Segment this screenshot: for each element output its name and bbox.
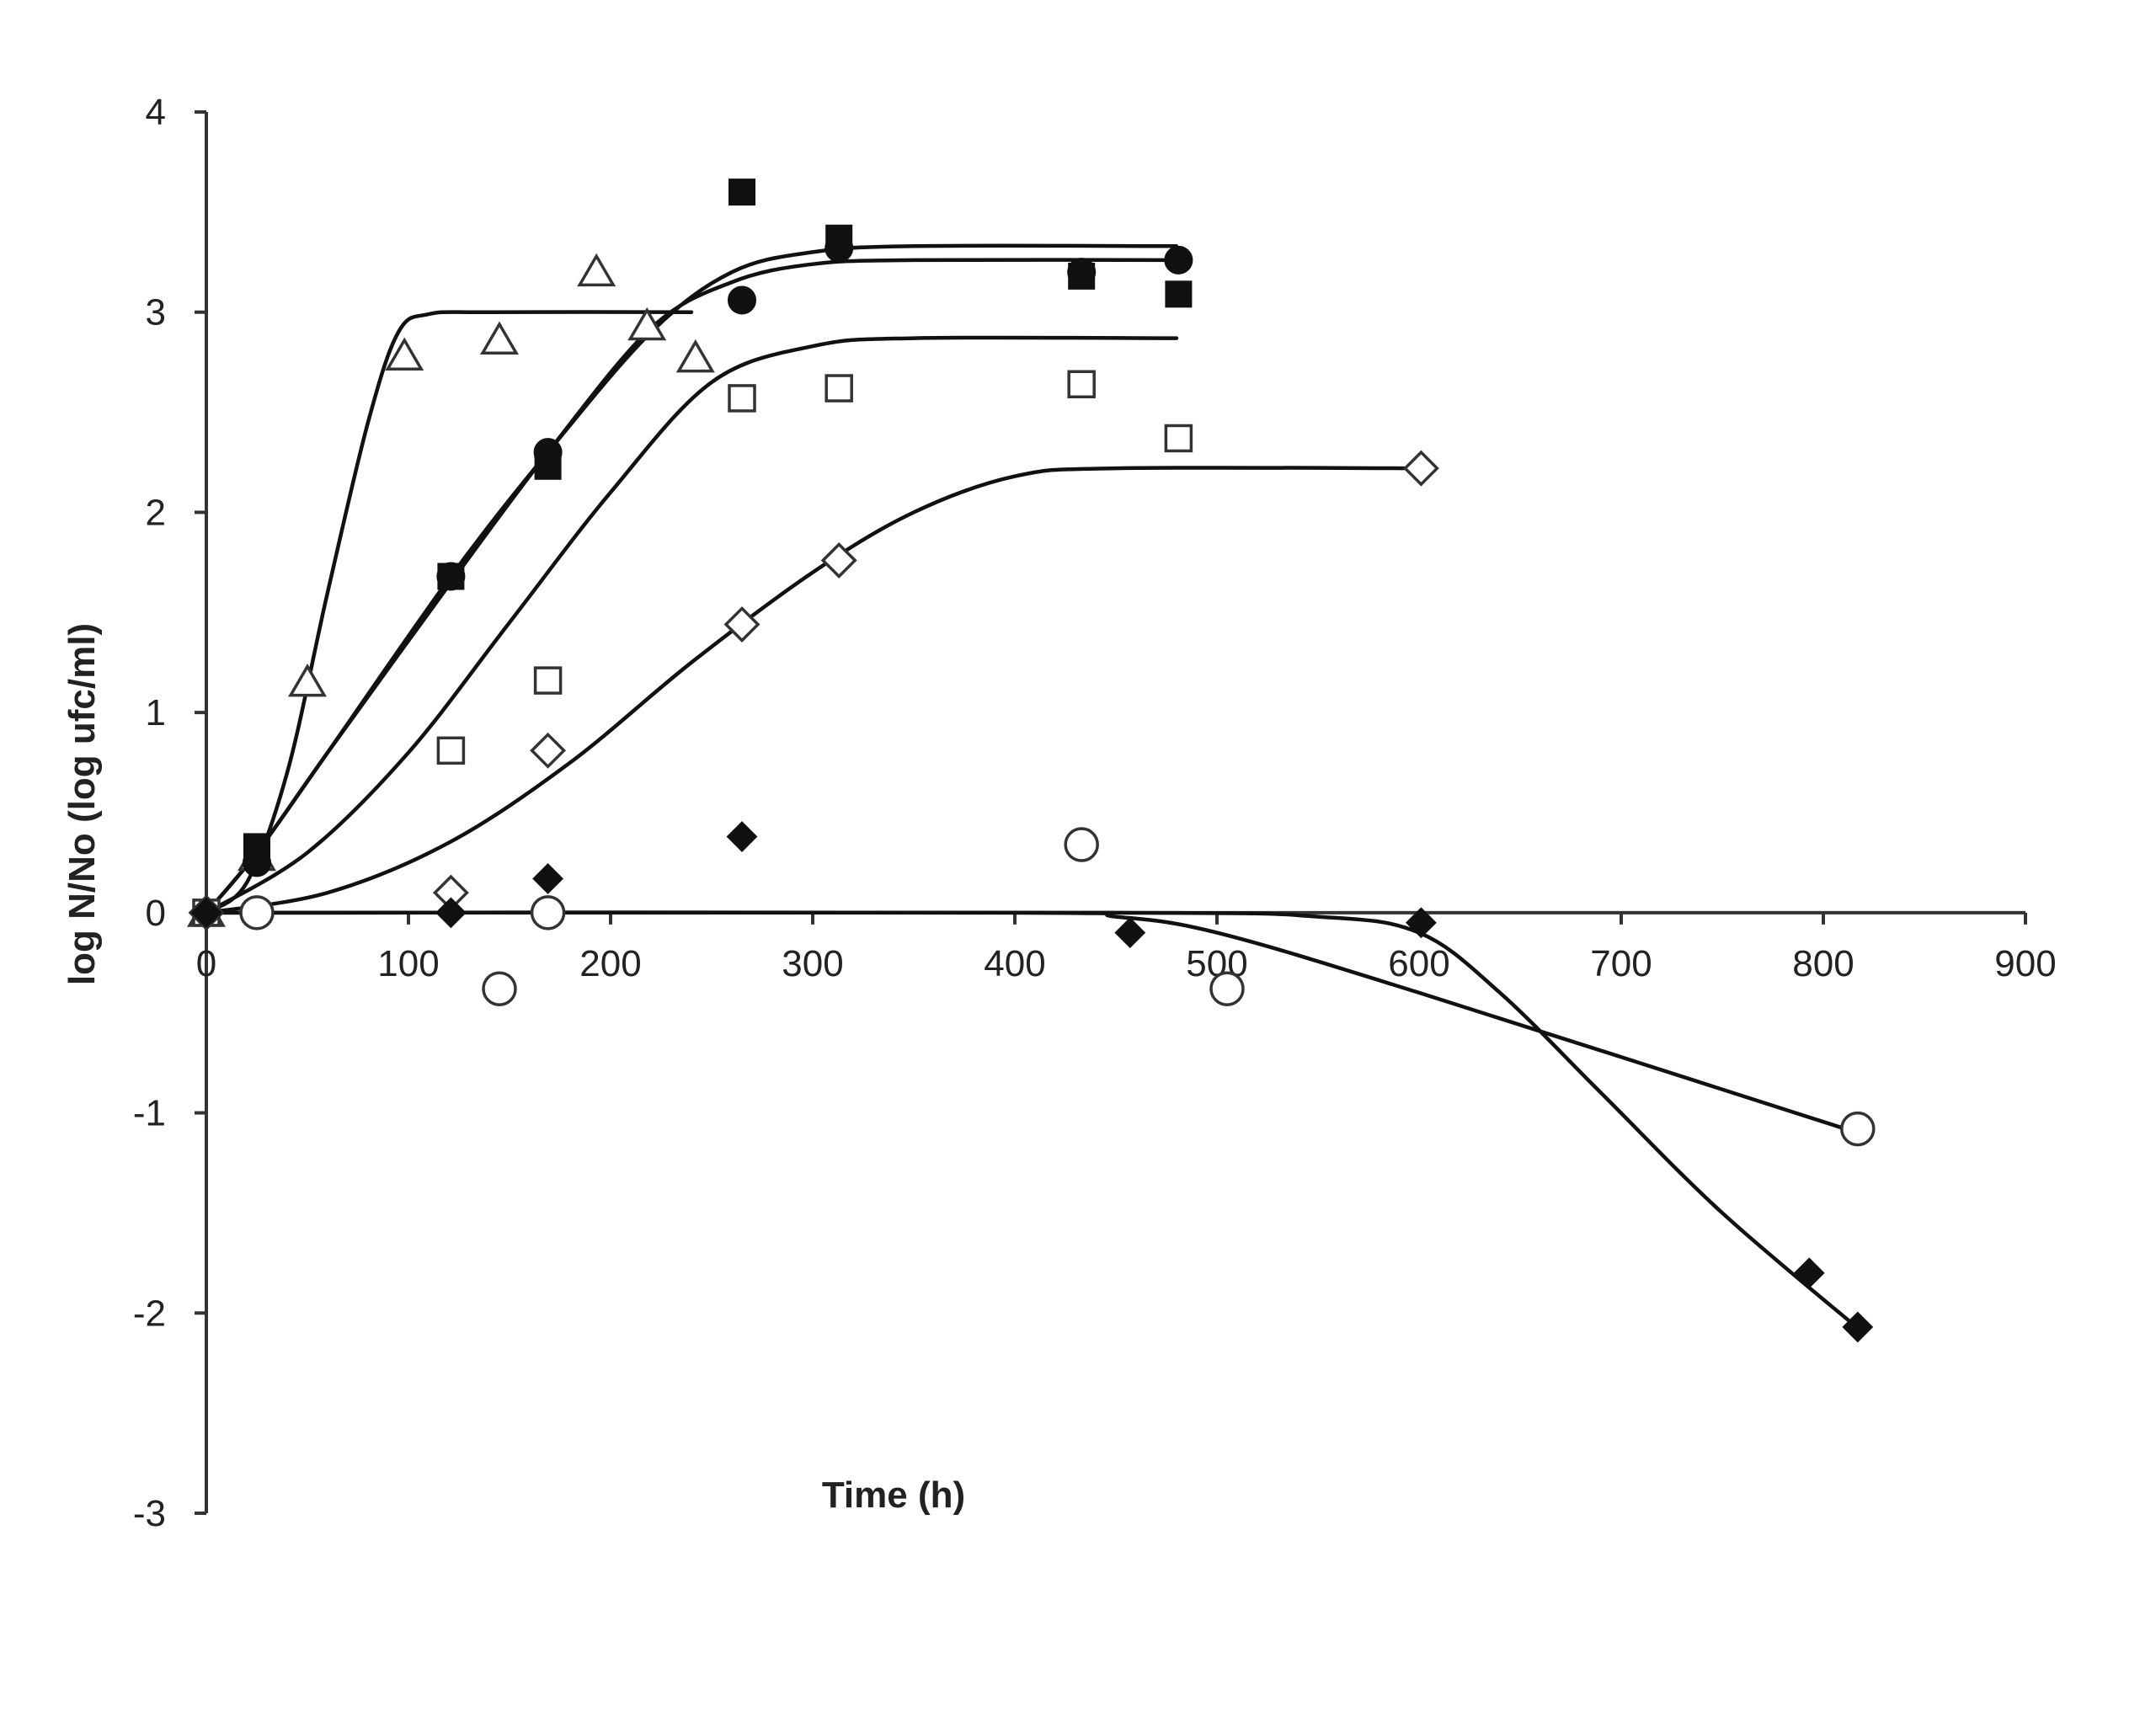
data-point-filled-diamond (1405, 907, 1437, 939)
data-point-open-diamond (820, 542, 857, 579)
data-point-filled-circle (1164, 245, 1193, 275)
data-point-filled-square (1165, 280, 1193, 308)
data-point-open-square (533, 666, 563, 695)
y-tick-label: 1 (146, 692, 166, 733)
axes (205, 112, 2025, 1513)
data-point-filled-diamond (190, 897, 222, 929)
data-point-open-diamond (530, 732, 567, 769)
x-tick-label: 0 (196, 943, 216, 984)
x-axis-title: Time (h) (822, 1474, 965, 1516)
y-axis-title: log N/No (log ufc/ml) (61, 623, 103, 985)
data-point-open-square (436, 736, 466, 765)
data-point-filled-circle (533, 438, 563, 467)
data-point-open-triangle (577, 253, 616, 287)
data-point-open-triangle (288, 664, 327, 697)
x-tick-label: 100 (377, 943, 439, 984)
data-point-open-square (1067, 370, 1096, 399)
data-point-open-square (825, 374, 853, 403)
fit-curve-filled-circle (204, 258, 1179, 915)
y-tick-label: 2 (146, 492, 166, 533)
data-point-filled-square (728, 179, 755, 206)
data-point-open-circle (530, 895, 566, 930)
data-point-filled-circle (728, 285, 756, 315)
data-point-open-circle (239, 895, 275, 930)
data-point-filled-diamond (435, 897, 467, 929)
data-point-filled-circle (243, 848, 271, 877)
fit-curve-open-diamond (204, 466, 1422, 915)
y-tick-label: 3 (146, 292, 166, 333)
x-tick-label: 400 (984, 943, 1045, 984)
fit-curve-open-circle (204, 910, 1860, 1135)
data-point-filled-diamond (1842, 1311, 1874, 1343)
data-point-open-triangle (480, 321, 519, 355)
data-point-open-triangle (627, 307, 667, 341)
y-tick-label: -1 (133, 1093, 166, 1134)
data-point-open-circle (1064, 827, 1099, 862)
x-tick-label: 700 (1590, 943, 1652, 984)
x-tick-label: 600 (1388, 943, 1449, 984)
data-point-open-diamond (1402, 450, 1439, 487)
x-tick-label: 800 (1792, 943, 1854, 984)
data-point-open-circle (1209, 971, 1245, 1006)
fit-curve-open-triangle (204, 310, 694, 915)
data-point-filled-circle (436, 562, 466, 591)
y-tick-label: -3 (133, 1493, 166, 1534)
data-point-open-triangle (385, 337, 424, 371)
data-point-open-circle (482, 971, 517, 1006)
x-ticks: 0 100 200 300 400 500 600 700 800 900 (196, 912, 2057, 984)
y-tick-label: 0 (146, 893, 166, 934)
data-markers (187, 179, 1876, 1343)
x-tick-label: 200 (579, 943, 641, 984)
fit-curves (204, 243, 1866, 1336)
data-point-open-square (728, 384, 756, 413)
data-point-open-diamond (723, 606, 760, 643)
data-point-filled-diamond (726, 821, 758, 852)
data-point-filled-circle (1067, 258, 1097, 287)
data-point-filled-diamond (1793, 1257, 1825, 1289)
data-point-open-square (1164, 424, 1193, 453)
fit-curve-open-square (204, 335, 1179, 915)
y-tick-label: 4 (146, 92, 166, 133)
data-point-open-triangle (675, 339, 715, 373)
data-point-filled-circle (825, 233, 854, 263)
x-tick-label: 300 (782, 943, 843, 984)
data-point-filled-diamond (1114, 917, 1146, 949)
data-point-open-circle (1840, 1111, 1876, 1147)
y-tick-label: -2 (133, 1293, 166, 1334)
data-point-filled-diamond (532, 863, 564, 894)
y-ticks: 4 3 2 1 0 -1 -2 -3 (133, 92, 206, 1534)
x-tick-label: 900 (1994, 943, 2056, 984)
